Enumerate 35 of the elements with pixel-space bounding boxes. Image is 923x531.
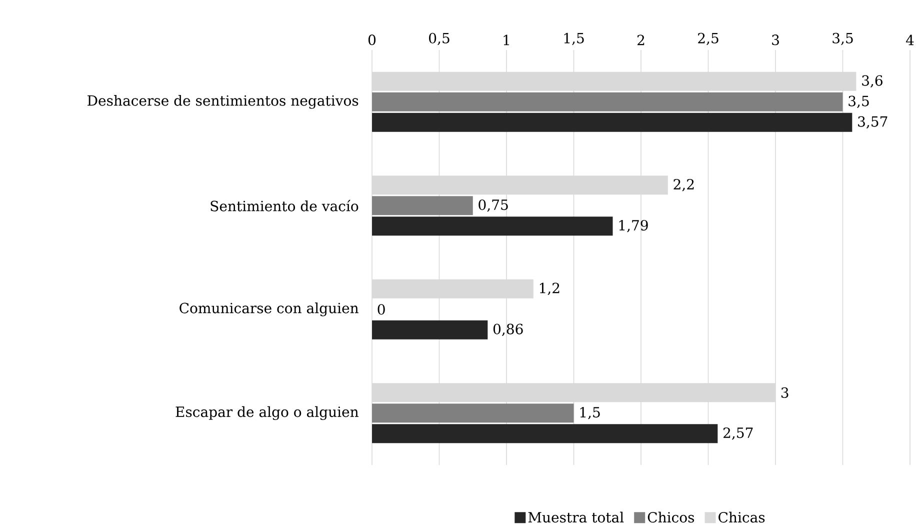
data-label: 0,86 [493,324,523,336]
data-label: 2,57 [723,427,753,440]
data-label: 1,79 [619,220,648,232]
x-tick-label: 1,5 [564,32,584,46]
legend-label: Chicos [648,512,694,523]
y-tick-label: Deshacerse de sentimientos negativos [88,95,358,109]
data-label: 3,5 [848,96,869,108]
y-tick-label: Comunicarse con alguien [180,302,358,316]
x-tick-label: 0 [368,34,376,46]
data-label: 1,5 [580,406,600,420]
y-tick-label: Escapar de algo o alguien [176,406,358,420]
x-tick-label: 2,5 [698,32,718,46]
bar [372,196,473,216]
x-tick-label: 2 [638,34,644,46]
bar [372,424,718,444]
x-tick-label: 3,5 [832,32,853,46]
x-tick-label: 4 [906,34,914,46]
bar [372,112,852,132]
data-label: 0 [378,304,385,315]
y-tick-label: Sentimiento de vacío [210,200,358,212]
x-tick-label: 1 [504,34,509,46]
x-tick-label: 0,5 [429,32,450,46]
bar [372,216,613,236]
data-label: 0,75 [478,199,508,212]
legend-label: Muestra total [528,512,624,523]
data-label: 2,2 [674,178,694,192]
data-label: 3 [781,387,788,398]
x-tick-label: 3 [772,34,779,46]
bar [372,92,843,112]
legend-label: Chicas [718,512,765,523]
data-label: 3,57 [858,116,888,129]
bar [372,320,488,340]
data-label: 1,2 [540,282,560,296]
data-label: 3,6 [862,75,882,88]
bar [372,404,574,423]
